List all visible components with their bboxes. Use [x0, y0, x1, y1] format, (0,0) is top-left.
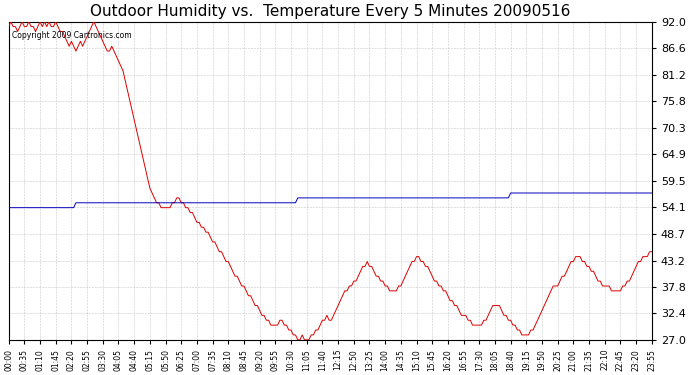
Title: Outdoor Humidity vs.  Temperature Every 5 Minutes 20090516: Outdoor Humidity vs. Temperature Every 5… — [90, 4, 571, 19]
Text: Copyright 2009 Cartronics.com: Copyright 2009 Cartronics.com — [12, 31, 132, 40]
